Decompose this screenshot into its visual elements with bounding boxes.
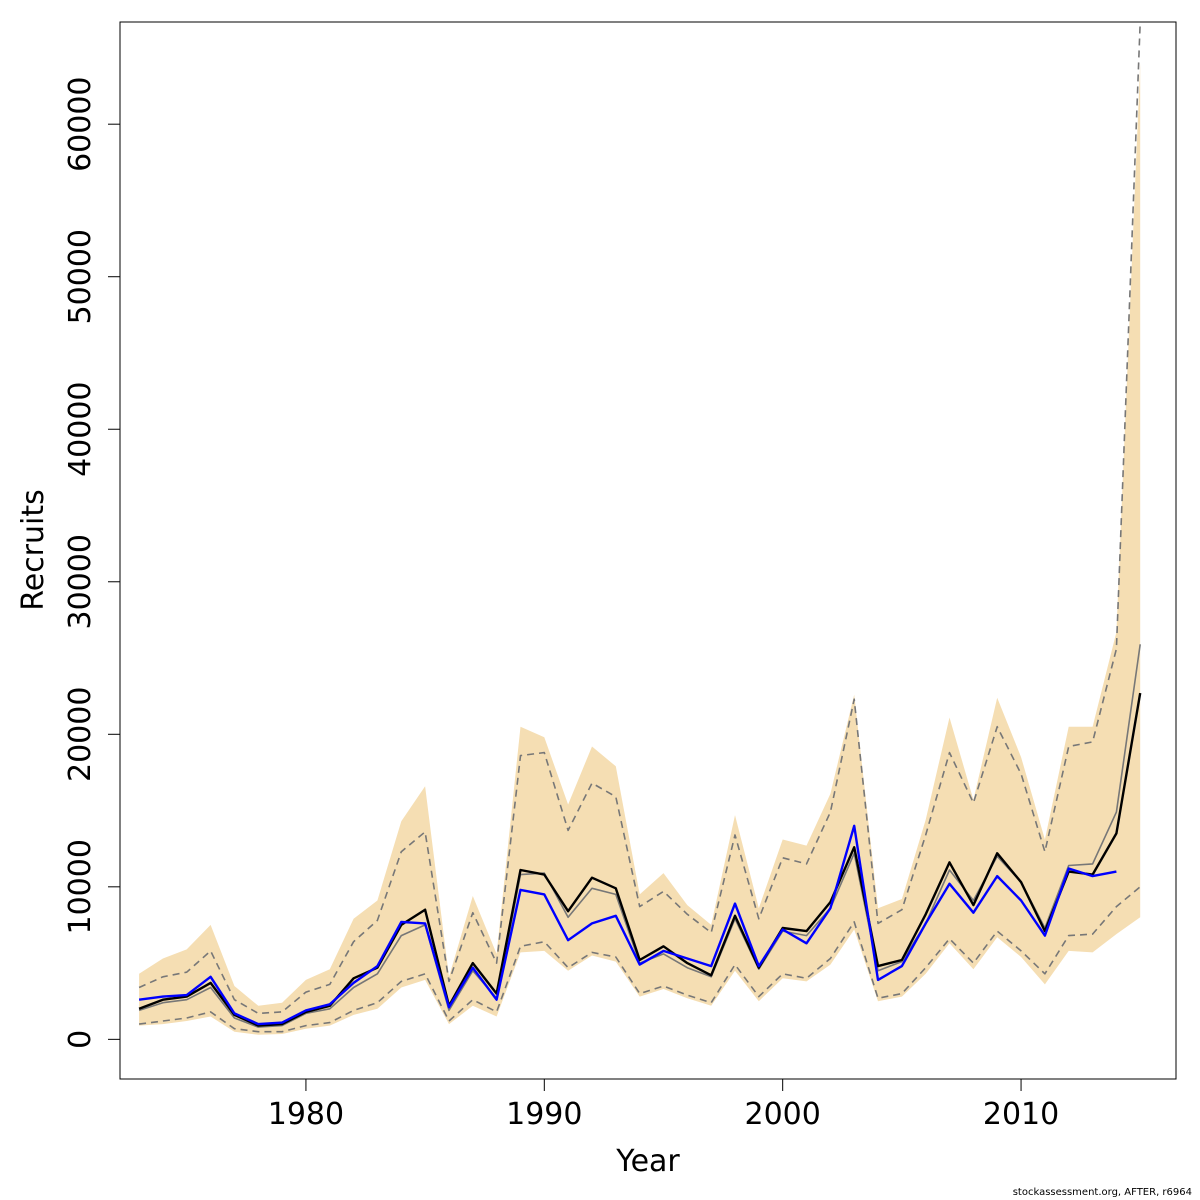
y-tick-label: 60000 [63,76,98,171]
x-axis: 1980 1990 2000 2010 [268,1078,1059,1132]
estimate-line [138,692,1142,1027]
confidence-band-area [139,63,1141,1035]
y-tick-label: 30000 [63,534,98,629]
footer-credit: stockassessment.org, AFTER, r6964 [1012,1187,1192,1198]
x-tick-label: 2010 [983,1097,1059,1132]
lower-dashed-line [138,886,1141,1033]
upper-dashed-line [138,21,1141,1015]
x-axis-title: Year [615,1144,680,1179]
confidence-band [139,63,1141,1035]
comparison-line [138,824,1117,1026]
y-tick-label: 50000 [63,229,98,324]
x-tick-label: 2000 [745,1097,821,1132]
y-axis-title: Recruits [16,489,51,611]
y-tick-label: 0 [63,1030,98,1049]
series-lines [138,21,1142,1033]
y-tick-label: 10000 [63,839,98,934]
x-tick-label: 1990 [506,1097,582,1132]
x-tick-label: 1980 [268,1097,344,1132]
y-tick-label: 40000 [63,381,98,476]
y-axis: 0 10000 20000 30000 40000 50000 60000 [63,76,121,1049]
y-tick-label: 20000 [63,687,98,782]
